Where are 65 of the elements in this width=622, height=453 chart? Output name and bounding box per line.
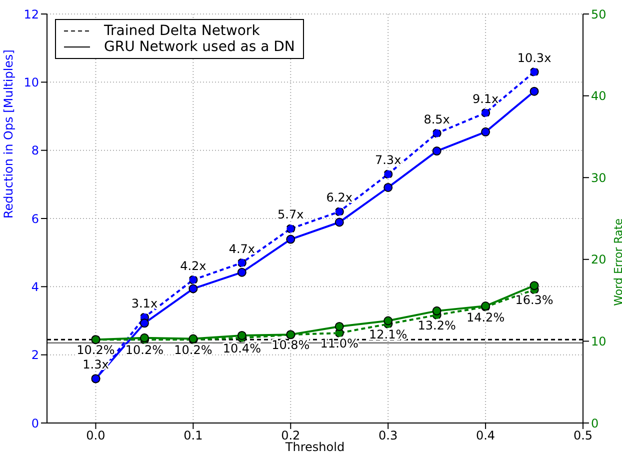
point bbox=[237, 268, 246, 277]
point bbox=[530, 86, 539, 96]
data-label: 10.2% bbox=[174, 343, 212, 358]
point bbox=[481, 108, 490, 118]
x-tick-label: 0.3 bbox=[378, 428, 398, 443]
data-label: 10.2% bbox=[76, 343, 115, 358]
point bbox=[530, 67, 539, 76]
data-label: 10.8% bbox=[272, 338, 310, 352]
data-label: 5.7x bbox=[278, 208, 304, 222]
data-label: 10.3x bbox=[517, 50, 552, 65]
data-label: 12.1% bbox=[369, 328, 408, 342]
y-tick-label: 6 bbox=[31, 212, 39, 226]
data-label: 3.1x bbox=[131, 296, 158, 310]
point bbox=[432, 146, 442, 156]
point bbox=[237, 258, 246, 268]
point bbox=[334, 322, 344, 331]
point bbox=[384, 170, 393, 179]
x-axis-title: Threshold bbox=[284, 440, 345, 453]
data-label: 7.3x bbox=[374, 153, 402, 168]
point bbox=[140, 318, 149, 328]
data-label: 10.2% bbox=[125, 343, 164, 358]
point bbox=[384, 182, 393, 192]
legend-label: GRU Network used as a DN bbox=[104, 39, 295, 55]
point bbox=[188, 284, 198, 294]
x-tick-label: 0.5 bbox=[573, 428, 593, 443]
y2-tick-label: 0 bbox=[591, 416, 599, 430]
point bbox=[432, 128, 442, 138]
point bbox=[286, 224, 296, 234]
point bbox=[286, 234, 296, 244]
y2-tick-label: 50 bbox=[591, 7, 606, 22]
y-tick-label: 2 bbox=[31, 348, 39, 362]
y-tick-label: 12 bbox=[24, 7, 39, 22]
legend-label: Trained Delta Network bbox=[104, 23, 260, 39]
data-label: 1.3x bbox=[82, 358, 109, 372]
x-tick-label: 0.4 bbox=[476, 428, 496, 443]
point bbox=[237, 330, 246, 340]
point bbox=[334, 218, 344, 227]
y-tick-label: 4 bbox=[31, 280, 39, 294]
y2-tick-label: 40 bbox=[591, 89, 606, 104]
y2-tick-label: 10 bbox=[591, 334, 606, 348]
point bbox=[334, 207, 344, 216]
point bbox=[188, 275, 198, 284]
y-axis-title: Reduction in Ops [Multiples] bbox=[1, 50, 16, 218]
point bbox=[530, 281, 539, 290]
data-label: 4.7x bbox=[228, 242, 256, 256]
x-tick-label: 0.0 bbox=[86, 428, 106, 443]
data-label: 4.2x bbox=[180, 258, 206, 273]
data-label: 14.2% bbox=[466, 310, 505, 324]
data-label: 13.2% bbox=[418, 318, 456, 333]
point bbox=[384, 316, 393, 326]
y2-tick-label: 30 bbox=[591, 170, 606, 185]
y2-tick-label: 20 bbox=[591, 252, 606, 267]
x-tick-label: 0.1 bbox=[184, 428, 203, 443]
data-label: 6.2x bbox=[326, 190, 352, 205]
y-tick-label: 10 bbox=[24, 75, 39, 90]
data-label: 9.1x bbox=[472, 92, 499, 106]
data-label: 16.3% bbox=[515, 293, 554, 308]
y-tick-label: 0 bbox=[31, 416, 39, 430]
data-label: 10.4% bbox=[222, 341, 261, 356]
y2-axis-title: Word Error Rate bbox=[612, 218, 622, 306]
data-label: 8.5x bbox=[424, 112, 450, 126]
point bbox=[481, 127, 490, 136]
point bbox=[432, 306, 442, 316]
x-tick-label: 0.2 bbox=[281, 428, 300, 443]
y-tick-label: 8 bbox=[31, 144, 39, 158]
